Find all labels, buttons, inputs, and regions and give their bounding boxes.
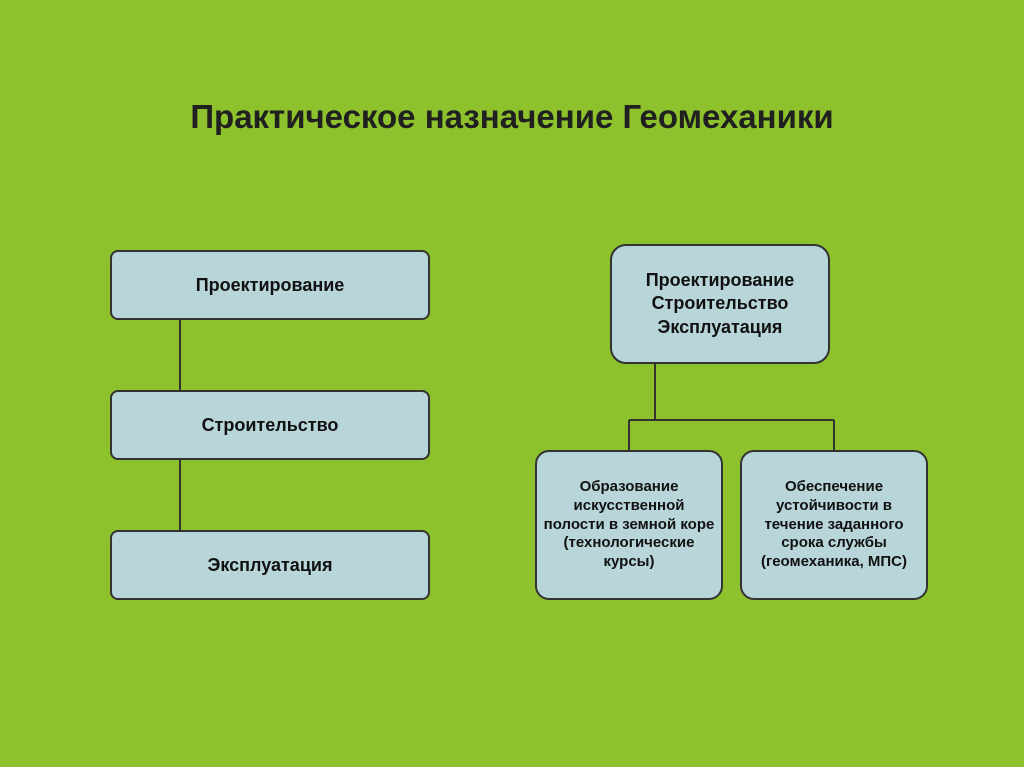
box-operate: Эксплуатация — [110, 530, 430, 600]
page-title: Практическое назначение Геомеханики — [0, 98, 1024, 136]
root-line-2: Строительство — [652, 293, 789, 313]
box-cavity: Образование искусственной полости в земн… — [535, 450, 723, 600]
root-line-3: Эксплуатация — [658, 317, 783, 337]
box-design: Проектирование — [110, 250, 430, 320]
box-stability: Обеспечение устойчивости в течение задан… — [740, 450, 928, 600]
box-root-label: Проектирование Строительство Эксплуатаци… — [646, 269, 795, 339]
box-operate-label: Эксплуатация — [208, 555, 333, 576]
box-stability-label: Обеспечение устойчивости в течение задан… — [746, 478, 922, 572]
box-cavity-label: Образование искусственной полости в земн… — [541, 478, 717, 572]
box-build-label: Строительство — [202, 415, 339, 436]
root-line-1: Проектирование — [646, 270, 795, 290]
box-build: Строительство — [110, 390, 430, 460]
box-root: Проектирование Строительство Эксплуатаци… — [610, 244, 830, 364]
box-design-label: Проектирование — [196, 275, 345, 296]
